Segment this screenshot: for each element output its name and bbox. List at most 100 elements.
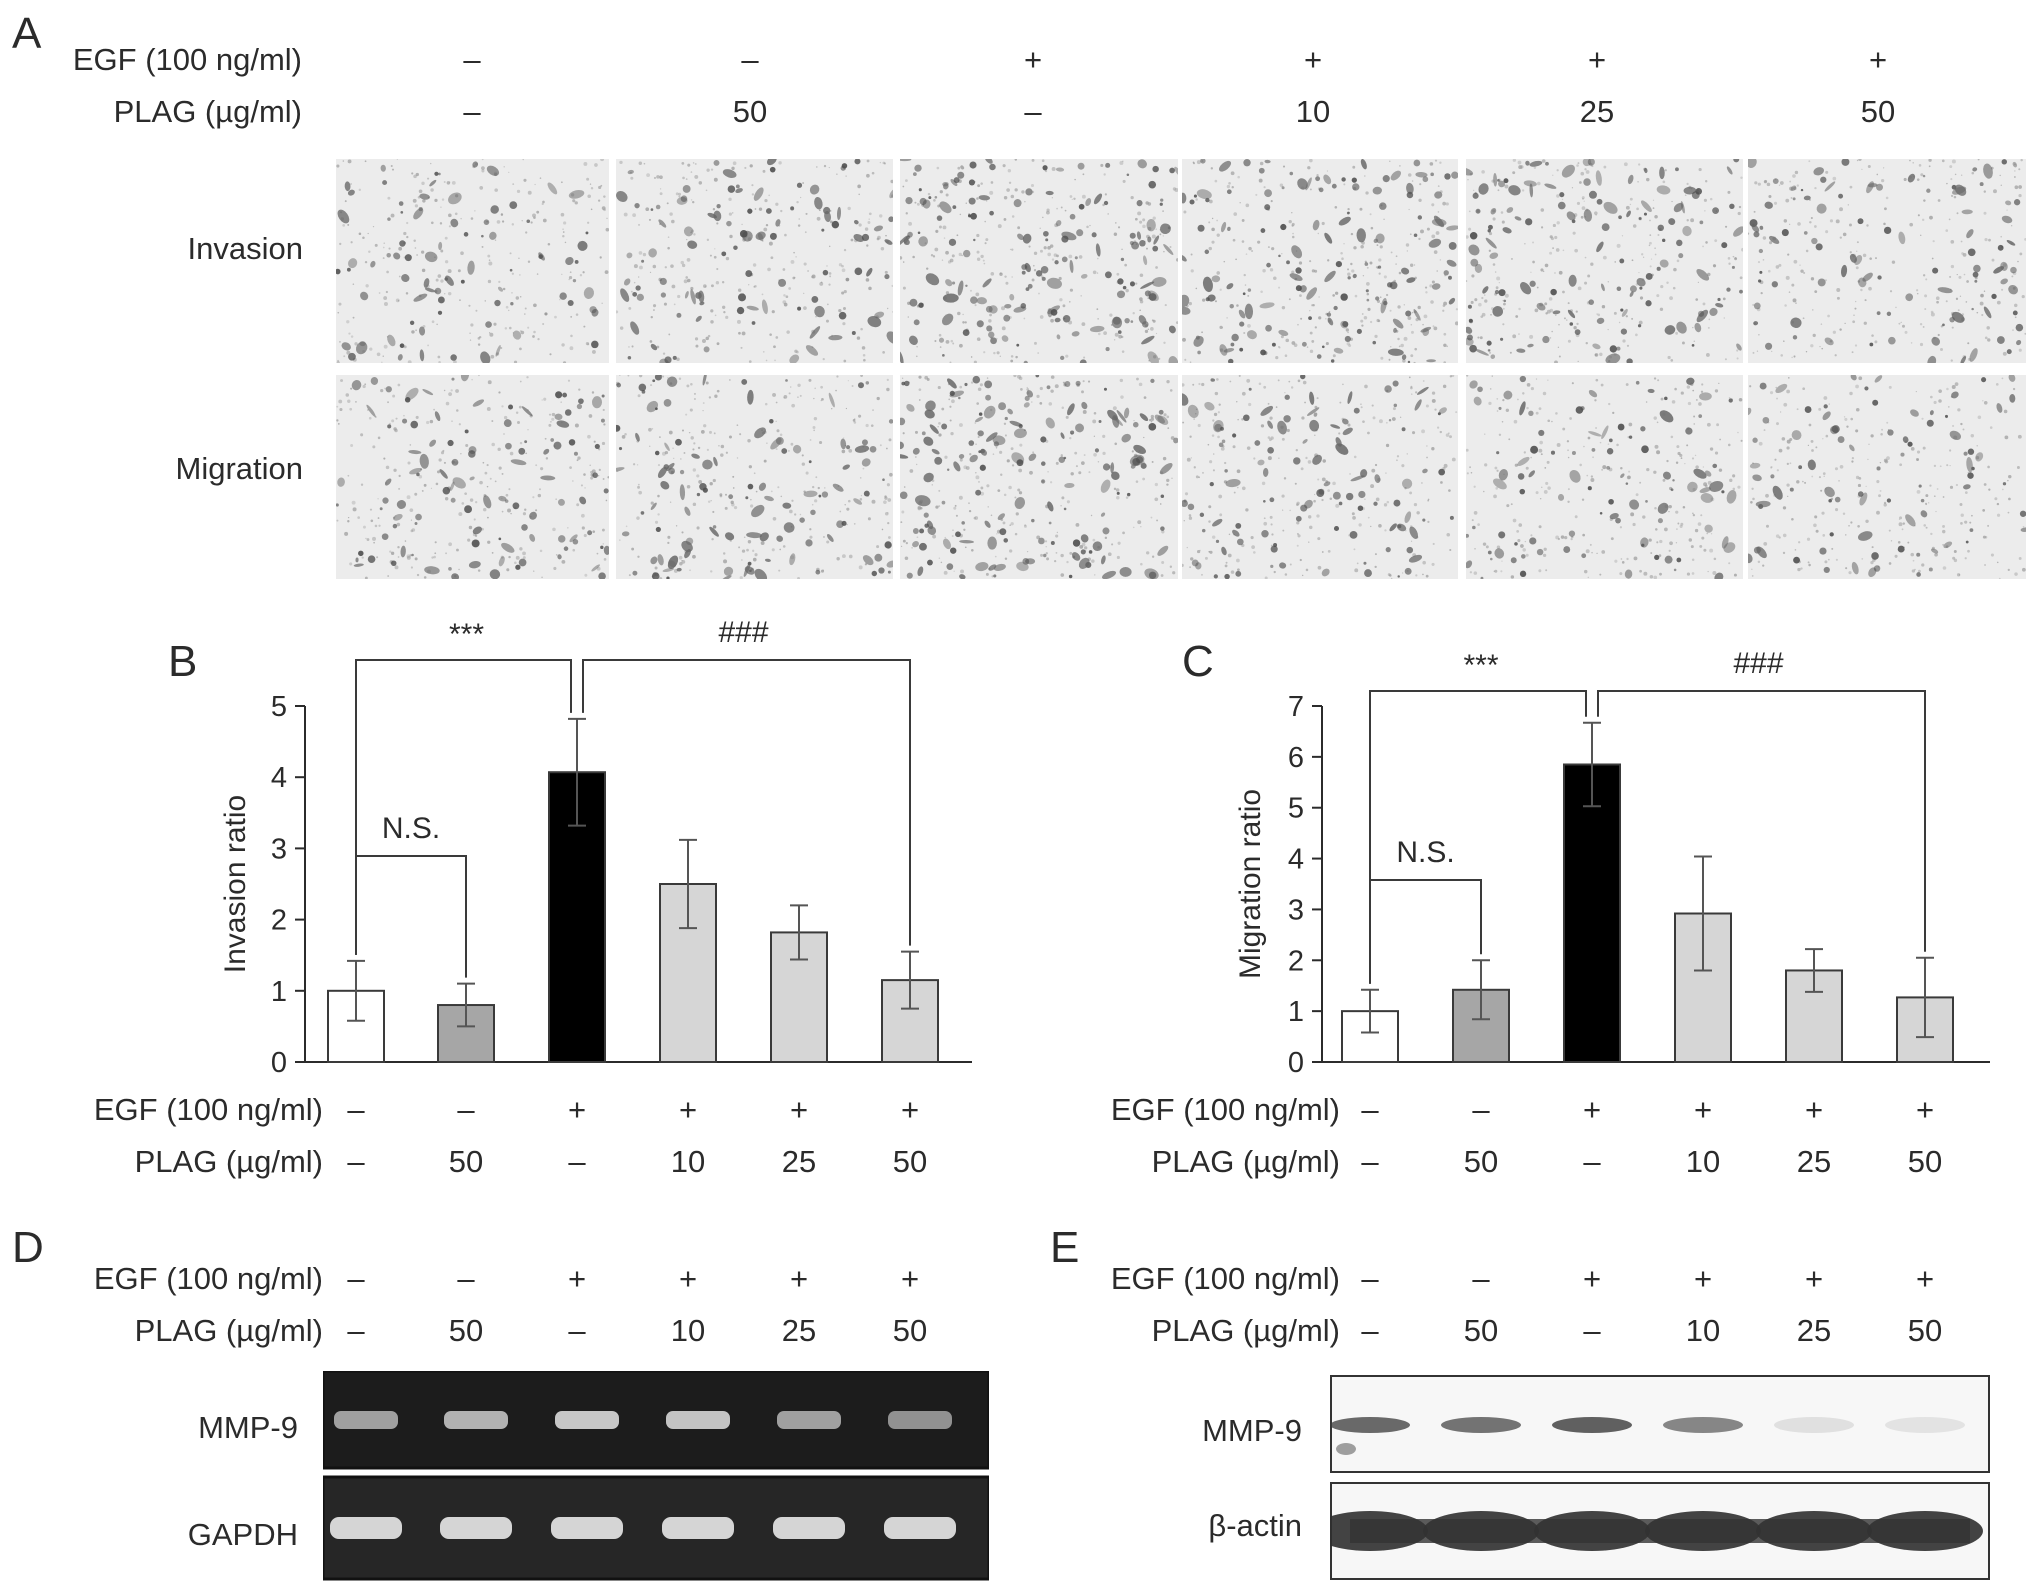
- y-axis-label: Migration ratio: [1234, 789, 1267, 979]
- plag-dose-value: –: [347, 1313, 365, 1348]
- bracket-ns: [1369, 879, 1482, 984]
- gel-gapdh-strip: [323, 1475, 989, 1581]
- egf-treatment-value: –: [1361, 1261, 1379, 1296]
- y-tick-label: 5: [271, 691, 287, 723]
- migration-micrograph: [1466, 375, 1743, 579]
- gel-band-gapdh: [330, 1517, 402, 1539]
- panel-d-letter: D: [12, 1223, 44, 1272]
- migration-micrograph: [900, 375, 1178, 579]
- egf-treatment-value: +: [1583, 1092, 1601, 1127]
- significance-stars: ***: [449, 618, 484, 651]
- egf-treatment-value: +: [679, 1092, 697, 1127]
- egf-treatment-value: +: [1582, 1261, 1602, 1296]
- gel-band-mmp9: [334, 1411, 398, 1429]
- panel-e-egf-label: EGF (100 ng/ml): [1110, 1261, 1340, 1296]
- y-tick-label: 1: [271, 976, 287, 1008]
- invasion-micrograph: [900, 159, 1178, 363]
- plag-dose-value: 50: [1907, 1313, 1943, 1348]
- y-tick-label: 7: [1288, 691, 1304, 723]
- plag-dose-value: 50: [1464, 1144, 1498, 1179]
- panel-d-egf-label: EGF (100 ng/ml): [93, 1261, 323, 1296]
- egf-treatment-value: –: [463, 42, 481, 77]
- bracket-control-vs-egf: [355, 659, 572, 955]
- bracket-egf-vs-plag: [1597, 690, 1926, 952]
- plag-dose-value: –: [568, 1144, 586, 1179]
- plag-dose-value: 10: [1685, 1313, 1721, 1348]
- gel-band-mmp9: [444, 1411, 508, 1429]
- panel-d-plag-label: PLAG (µg/ml): [134, 1313, 323, 1348]
- plag-dose-value: 50: [893, 1144, 927, 1179]
- panel-a-plag-label: PLAG (µg/ml): [113, 94, 302, 129]
- plag-dose-value: –: [347, 1144, 365, 1179]
- egf-label: EGF (100 ng/ml): [94, 1092, 323, 1127]
- blot-band-mmp9: [1330, 1417, 1410, 1433]
- migration-micrograph: [1748, 375, 2026, 579]
- egf-treatment-value: +: [567, 1261, 587, 1296]
- gel-gapdh-label: GAPDH: [187, 1517, 298, 1552]
- gel-mmp9-strip: [323, 1371, 989, 1470]
- invasion-micrograph: [336, 159, 609, 363]
- plag-dose-value: 25: [782, 1144, 816, 1179]
- blot-mmp9-label: MMP-9: [1202, 1413, 1302, 1448]
- egf-treatment-value: +: [1804, 1261, 1824, 1296]
- western-blot: [1330, 1375, 1990, 1580]
- egf-treatment-value: +: [790, 1092, 808, 1127]
- egf-treatment-value: –: [1361, 1092, 1379, 1127]
- y-tick-label: 3: [1288, 894, 1304, 926]
- panel-letter: C: [1182, 637, 1214, 686]
- egf-treatment-value: +: [1805, 1092, 1823, 1127]
- bracket-ns: [355, 855, 467, 978]
- rt-pcr-gel: [323, 1371, 989, 1581]
- egf-treatment-value: +: [901, 1092, 919, 1127]
- egf-treatment-value: +: [1587, 42, 1607, 77]
- y-axis-label: Invasion ratio: [219, 795, 252, 973]
- gel-band-gapdh: [773, 1517, 845, 1539]
- significance-hashes: ###: [1733, 647, 1783, 680]
- significance-ns: N.S.: [1396, 836, 1454, 869]
- egf-treatment-value: +: [1868, 42, 1888, 77]
- blot-band-mmp9: [1441, 1417, 1521, 1433]
- plag-dose-value: 50: [732, 94, 768, 129]
- migration-micrograph: [616, 375, 893, 579]
- plag-dose-value: 25: [1579, 94, 1615, 129]
- plag-dose-value: 25: [781, 1313, 817, 1348]
- y-tick-label: 0: [271, 1047, 287, 1079]
- egf-label: EGF (100 ng/ml): [1111, 1092, 1340, 1127]
- significance-hashes: ###: [718, 616, 768, 649]
- migration-row-label: Migration: [175, 451, 304, 486]
- significance-stars: ***: [1463, 649, 1498, 682]
- gel-band-gapdh: [440, 1517, 512, 1539]
- panel-e-letter: E: [1050, 1223, 1080, 1272]
- gel-band-gapdh: [551, 1517, 623, 1539]
- bar: [1563, 763, 1621, 1063]
- invasion-micrograph: [1466, 159, 1743, 363]
- egf-treatment-value: +: [1693, 1261, 1713, 1296]
- egf-treatment-value: –: [457, 1092, 475, 1127]
- gel-band-mmp9: [666, 1411, 730, 1429]
- egf-treatment-value: +: [900, 1261, 920, 1296]
- y-tick-label: 2: [1288, 945, 1304, 977]
- invasion-micrograph: [1182, 159, 1458, 363]
- panel-a-letter: A: [12, 9, 42, 58]
- plag-dose-value: 10: [1295, 94, 1331, 129]
- blot-band-mmp9: [1552, 1417, 1632, 1433]
- gel-band-mmp9: [555, 1411, 619, 1429]
- migration-micrograph: [1182, 375, 1458, 579]
- blot-band-mmp9: [1774, 1417, 1854, 1433]
- invasion-micrograph: [616, 159, 893, 363]
- plag-dose-value: –: [1361, 1144, 1379, 1179]
- y-tick-label: 1: [1288, 996, 1304, 1028]
- plag-dose-value: –: [1583, 1313, 1601, 1348]
- egf-treatment-value: +: [1694, 1092, 1712, 1127]
- egf-treatment-value: –: [1472, 1261, 1490, 1296]
- egf-treatment-value: +: [1023, 42, 1043, 77]
- egf-treatment-value: –: [347, 1261, 365, 1296]
- egf-treatment-value: +: [1303, 42, 1323, 77]
- egf-treatment-value: +: [678, 1261, 698, 1296]
- y-tick-label: 6: [1288, 742, 1304, 774]
- gel-band-mmp9: [888, 1411, 952, 1429]
- plag-label: PLAG (µg/ml): [1152, 1144, 1340, 1179]
- egf-treatment-value: –: [741, 42, 759, 77]
- plag-dose-value: –: [568, 1313, 586, 1348]
- plag-dose-value: –: [1583, 1144, 1601, 1179]
